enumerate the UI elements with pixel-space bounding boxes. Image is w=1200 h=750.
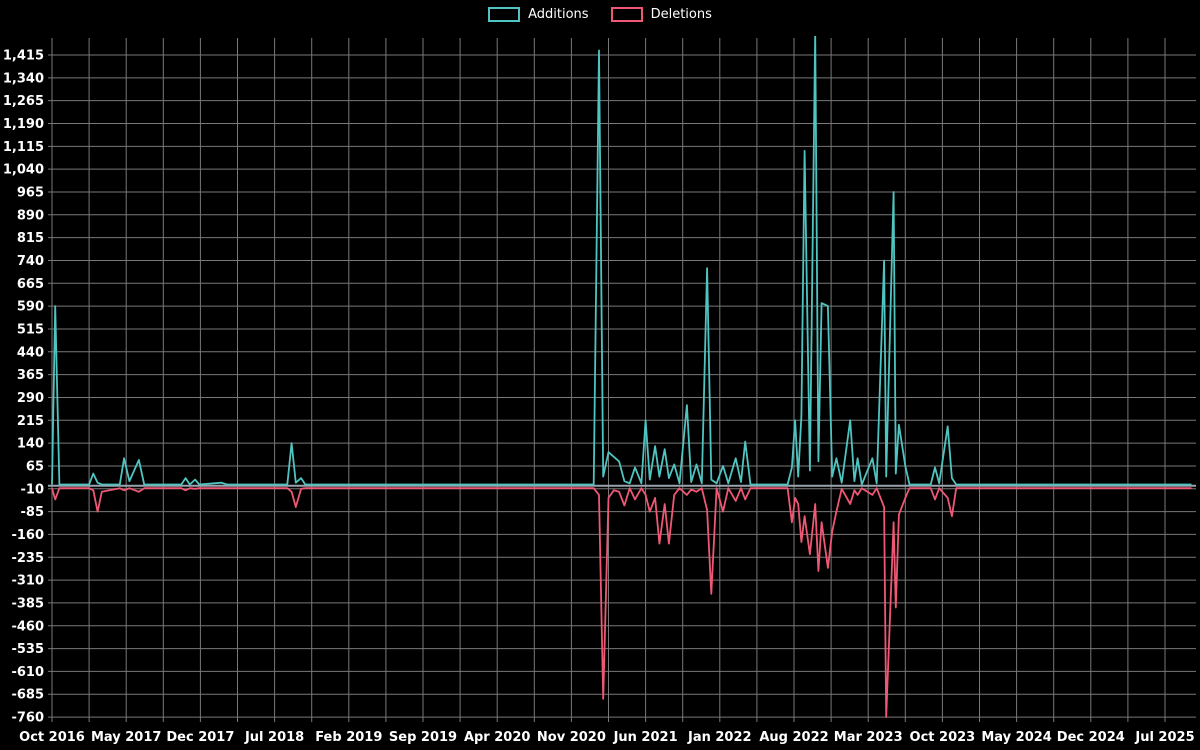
y-tick-label: 215 [17,414,44,429]
deletions-line [51,487,1192,718]
y-tick-label: 1,040 [3,163,44,178]
y-tick-label: 815 [17,231,44,246]
legend-label-deletions: Deletions [650,7,712,22]
y-tick-label: 365 [17,368,44,383]
x-tick-label: Jun 2021 [613,730,678,745]
additions-swatch-icon [488,7,521,22]
legend-label-additions: Additions [528,7,589,22]
x-tick-label: Jan 2022 [687,730,752,745]
x-tick-label: Dec 2017 [166,730,234,745]
chart-legend: Additions Deletions [0,7,1200,22]
y-tick-label: -235 [11,551,44,566]
x-tick-label: Mar 2023 [834,730,903,745]
y-tick-label: -610 [11,665,44,680]
x-tick-label: Dec 2024 [1057,730,1125,745]
deletions-swatch-icon [610,7,643,22]
y-tick-label: 515 [17,322,44,337]
y-tick-label: 1,265 [3,94,44,109]
x-axis-labels: Oct 2016 May 2017 Dec 2017 Jul 2018 Feb 2019… [19,730,1194,745]
x-tick-label: May 2024 [981,730,1052,745]
x-tick-label: Feb 2019 [315,730,382,745]
y-tick-label: -760 [11,711,44,726]
y-tick-label: 740 [17,254,44,269]
y-tick-label: -85 [21,505,45,520]
y-tick-label: -460 [11,619,44,634]
x-tick-label: Jul 2018 [244,730,304,745]
legend-item-deletions[interactable]: Deletions [610,7,712,22]
y-tick-label: 1,115 [3,140,44,155]
y-tick-label: -535 [11,642,44,657]
y-tick-label: 440 [17,345,44,360]
y-tick-label: -385 [11,596,44,611]
y-tick-label: 1,340 [3,71,44,86]
y-tick-label: 590 [17,300,44,315]
x-tick-label: Oct 2023 [910,730,976,745]
legend-item-additions[interactable]: Additions [488,7,589,22]
x-tick-label: May 2017 [91,730,162,745]
additions-line [51,36,1192,486]
grid [48,38,1196,722]
y-axis-labels: 1,415 1,340 1,265 1,190 1,115 1,040 965 890 815 7… [3,49,44,726]
y-tick-label: 140 [17,437,44,452]
x-tick-label: Aug 2022 [759,730,828,745]
y-tick-label: 890 [17,208,44,223]
y-tick-label: 1,190 [3,117,44,132]
x-tick-label: Nov 2020 [537,730,606,745]
y-tick-label: -685 [11,688,44,703]
y-tick-label: 965 [17,185,44,200]
y-tick-label: 1,415 [3,49,44,64]
y-tick-label: -10 [21,482,45,497]
x-tick-label: Sep 2019 [389,730,457,745]
x-tick-label: Apr 2020 [464,730,531,745]
x-tick-label: Jul 2025 [1134,730,1194,745]
y-tick-label: 290 [17,391,44,406]
y-tick-label: 665 [17,277,44,292]
x-tick-label: Oct 2016 [19,730,85,745]
y-tick-label: -160 [11,528,44,543]
y-tick-label: 65 [26,459,44,474]
y-tick-label: -310 [11,574,44,589]
